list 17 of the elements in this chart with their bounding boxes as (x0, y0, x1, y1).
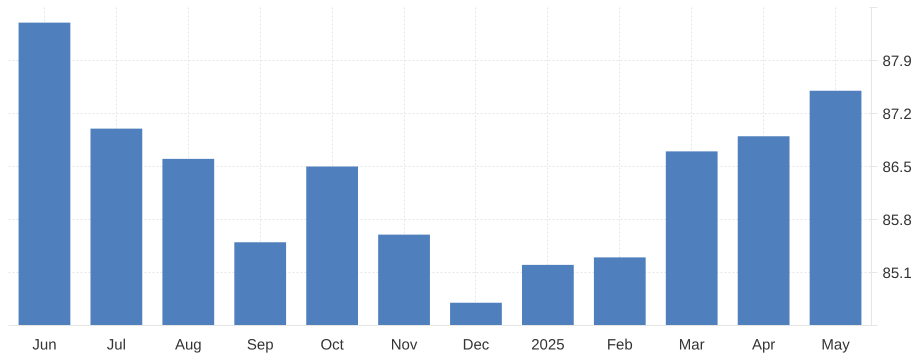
x-tick-label: Jul (106, 336, 126, 354)
x-tick-label: May (821, 336, 850, 354)
x-tick-label: Mar (678, 336, 705, 354)
y-tick-label: 86.5 (882, 159, 912, 176)
x-tick-label: Apr (752, 336, 776, 354)
x-tick-label: Feb (606, 336, 633, 354)
x-tick-label: Oct (320, 336, 345, 354)
x-tick-label: Sep (246, 336, 274, 354)
y-tick-label: 87.2 (882, 106, 912, 123)
x-tick-label: Aug (174, 336, 202, 354)
x-tick-label: Jun (32, 336, 57, 354)
y-tick-label: 85.8 (882, 212, 912, 229)
x-tick-label: Nov (390, 336, 418, 354)
x-tick-label: 2025 (531, 336, 565, 354)
y-tick-label: 85.1 (882, 265, 912, 282)
x-tick-label: Dec (462, 336, 490, 354)
y-tick-label: 87.9 (882, 53, 912, 70)
